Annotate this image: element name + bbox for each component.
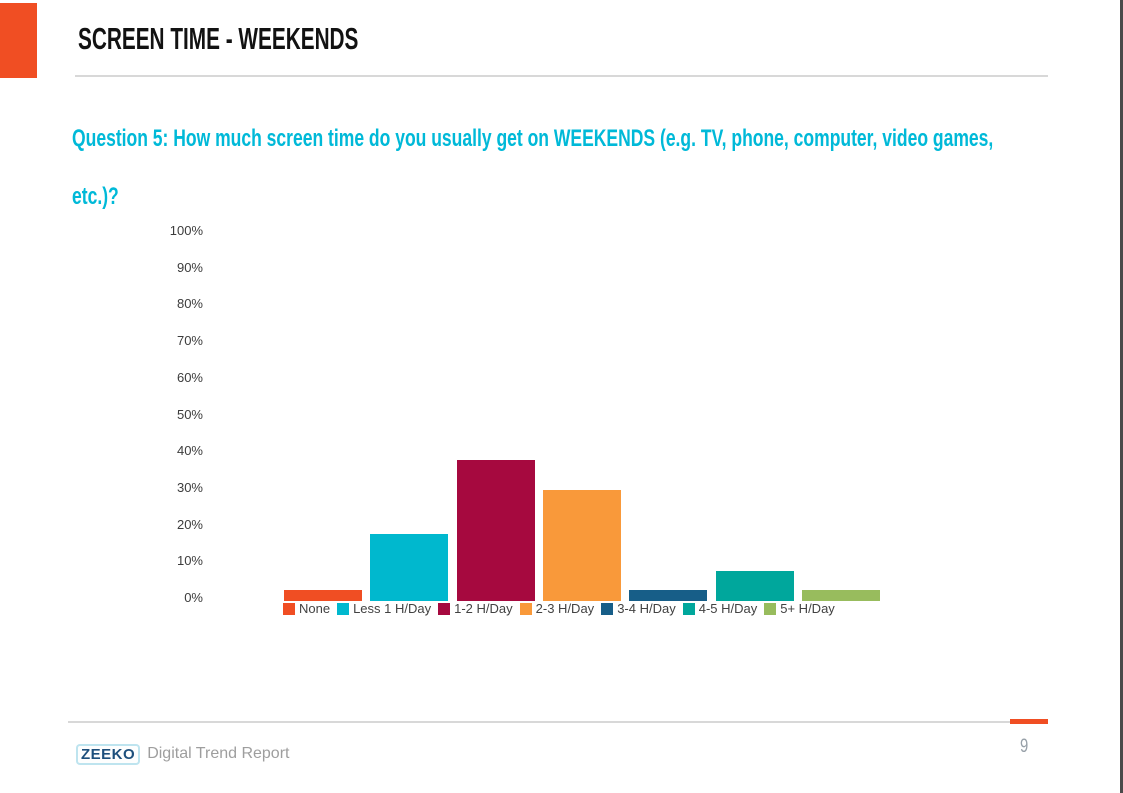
- bar-none: [284, 589, 362, 601]
- y-tick-label: 30%: [176, 479, 203, 495]
- legend-swatch-icon: [682, 603, 695, 615]
- bar-2-3-h-day: [542, 490, 621, 601]
- bar-5-h-day: [801, 589, 880, 601]
- legend-swatch-icon: [519, 603, 532, 615]
- y-tick-label: 40%: [176, 443, 203, 459]
- bar-less-1-h-day: [370, 534, 449, 601]
- legend-swatch-icon: [601, 603, 614, 615]
- bar-4-5-h-day: [715, 571, 794, 601]
- slide-right-edge: [1120, 0, 1123, 793]
- legend-item: 4-5 H/Day: [682, 601, 758, 616]
- slide-title: SCREEN TIME - WEEKENDS: [78, 21, 359, 56]
- question-text: Question 5: How much screen time do you …: [72, 110, 993, 226]
- legend-label: 3-4 H/Day: [617, 601, 676, 616]
- page-number: 9: [1020, 736, 1029, 757]
- legend-item: 3-4 H/Day: [601, 602, 676, 616]
- legend-item: Less 1 H/Day: [337, 602, 431, 616]
- legend-label: 5+ H/Day: [780, 601, 835, 616]
- legend-label: 2-3 H/Day: [535, 601, 595, 616]
- legend-label: 1-2 H/Day: [454, 601, 513, 616]
- title-divider: [75, 75, 1048, 77]
- footer-divider: [68, 721, 1048, 723]
- legend-item: 1-2 H/Day: [438, 602, 513, 616]
- legend-item: None: [283, 602, 330, 616]
- footer-accent-mark: [1010, 719, 1048, 724]
- legend-item: 5+ H/Day: [764, 602, 835, 616]
- legend-swatch-icon: [764, 603, 777, 615]
- legend-label: None: [299, 601, 331, 616]
- question-line-2: etc.)?: [72, 183, 119, 210]
- legend-item: 2-3 H/Day: [519, 601, 595, 616]
- y-tick-label: 10%: [176, 553, 203, 569]
- legend-label: 4-5 H/Day: [698, 601, 758, 616]
- y-tick-label: 20%: [176, 516, 203, 532]
- legend-label: Less 1 H/Day: [353, 601, 432, 616]
- y-tick-label: 60%: [176, 369, 203, 385]
- y-tick-label: 70%: [176, 333, 203, 349]
- corner-accent-block: [0, 3, 37, 78]
- legend-swatch-icon: [438, 603, 451, 615]
- y-tick-label: 100%: [169, 223, 203, 238]
- report-name: Digital Trend Report: [147, 745, 290, 762]
- y-tick-label: 0%: [184, 590, 203, 605]
- footer: ZEEKO Digital Trend Report: [78, 745, 289, 763]
- bar-1-2-h-day: [456, 460, 535, 601]
- y-tick-label: 80%: [176, 296, 203, 312]
- legend-swatch-icon: [283, 603, 295, 615]
- zeeko-logo: ZEEKO: [78, 745, 139, 763]
- legend-swatch-icon: [337, 603, 350, 615]
- bar-3-4-h-day: [629, 589, 708, 601]
- chart-legend: None Less 1 H/Day 1-2 H/Day 2-3 H/Day 3-4 H/…: [283, 602, 842, 616]
- y-tick-label: 50%: [176, 406, 203, 422]
- question-line-1: Question 5: How much screen time do you …: [72, 125, 994, 152]
- y-tick-label: 90%: [176, 259, 203, 275]
